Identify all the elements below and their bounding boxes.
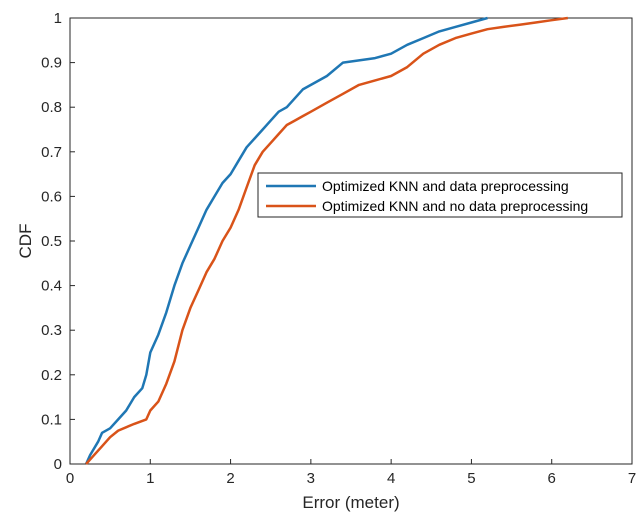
axes-box <box>69 17 633 465</box>
x-axis-ticks: 0 1 2 3 4 5 6 7 <box>66 459 636 487</box>
legend-label-optimized-knn-data-preprocessing: Optimized KNN and data preprocessing <box>322 178 569 194</box>
plot-area <box>69 17 633 465</box>
y-tick-label: 0.4 <box>41 278 62 295</box>
y-tick-label: 0.7 <box>41 144 62 161</box>
y-tick-label: 0.1 <box>41 411 62 428</box>
x-tick-label: 3 <box>307 470 315 487</box>
series-line-optimized-knn-data-preprocessing <box>84 16 488 465</box>
x-tick-label: 4 <box>387 470 395 487</box>
x-tick-label: 5 <box>467 470 475 487</box>
x-tick-label: 6 <box>548 470 556 487</box>
y-tick-label: 0.2 <box>41 367 62 384</box>
series-lines <box>84 16 568 465</box>
x-tick-label: 7 <box>628 470 636 487</box>
y-axis-label: CDF <box>16 224 35 259</box>
x-tick-label: 2 <box>226 470 234 487</box>
x-tick-label: 1 <box>146 470 154 487</box>
series-line-optimized-knn-no-data-preprocessing <box>85 16 568 465</box>
y-tick-label: 0.3 <box>41 322 62 339</box>
x-axis-label: Error (meter) <box>302 493 399 512</box>
y-tick-label: 0.6 <box>41 188 62 205</box>
y-tick-label: 0.9 <box>41 55 62 72</box>
legend-label-optimized-knn-no-data-preprocessing: Optimized KNN and no data preprocessing <box>322 198 588 214</box>
y-tick-label: 0.5 <box>41 233 62 250</box>
y-tick-label: 0.8 <box>41 99 62 116</box>
legend-box <box>257 172 623 218</box>
y-axis-ticks: 0 0.1 0.2 0.3 0.4 0.5 0.6 0.7 0.8 0.9 1 <box>41 10 75 473</box>
y-tick-label: 0 <box>54 456 62 473</box>
x-tick-label: 0 <box>66 470 74 487</box>
y-tick-label: 1 <box>54 10 62 27</box>
legend: Optimized KNN and data preprocessing Opt… <box>257 172 623 218</box>
